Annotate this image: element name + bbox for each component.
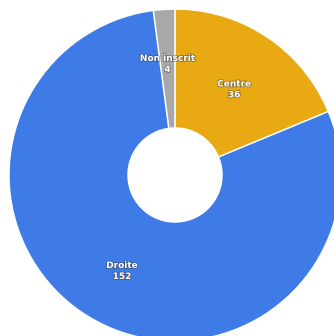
slice-droite[interactable] bbox=[8, 9, 334, 336]
slice-non-inscrit[interactable] bbox=[152, 8, 176, 130]
slice-label-non-inscrit: Non inscrit bbox=[140, 54, 196, 64]
slice-label-droite: Droite bbox=[106, 261, 138, 271]
slice-centre[interactable] bbox=[174, 8, 330, 158]
slice-value-droite: 152 bbox=[113, 272, 132, 282]
slice-value-centre: 36 bbox=[228, 90, 241, 100]
slice-label-centre: Centre bbox=[217, 79, 251, 89]
slice-value-non-inscrit: 4 bbox=[164, 65, 170, 75]
